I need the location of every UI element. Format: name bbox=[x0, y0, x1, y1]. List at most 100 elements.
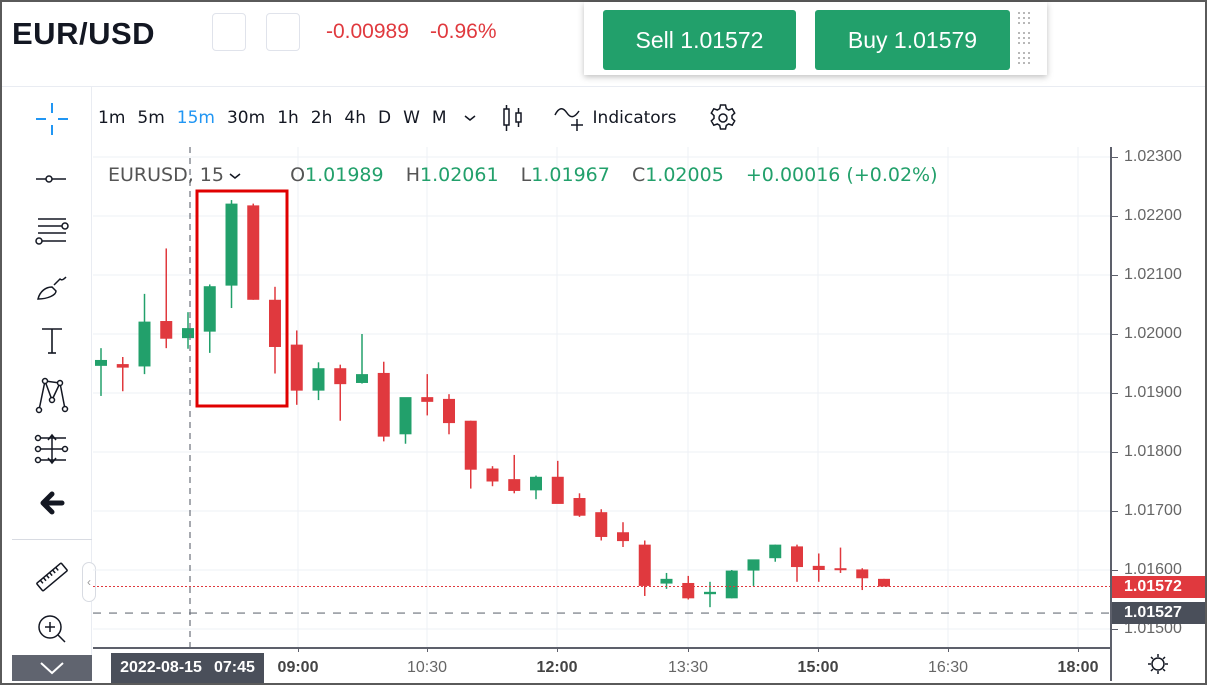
time-label: 12:00 bbox=[536, 659, 578, 676]
tab-timeframe-d[interactable]: D bbox=[377, 108, 392, 128]
last-price-tag: 1.01572 bbox=[1112, 575, 1205, 598]
candlestick-chart bbox=[93, 147, 1110, 647]
divider bbox=[2, 86, 1205, 87]
price-label: 1.02200 bbox=[1124, 207, 1182, 224]
pattern-tool-button[interactable] bbox=[12, 371, 92, 419]
change-abs: -0.00989 bbox=[326, 20, 409, 43]
toolbar-collapse-button[interactable] bbox=[12, 655, 92, 681]
sun-icon bbox=[1147, 654, 1168, 674]
fib-tool-button[interactable] bbox=[12, 207, 92, 255]
high-value: 1.02061 bbox=[420, 164, 499, 186]
chevron-down-icon bbox=[40, 662, 64, 675]
crosshair-date: 2022-08-15 bbox=[120, 659, 202, 676]
legend-symbol[interactable]: EURUSD, 15 bbox=[108, 164, 224, 186]
chart-type-button[interactable] bbox=[501, 103, 525, 133]
change-value: +0.00016 (+0.02%) bbox=[745, 164, 938, 186]
sell-button[interactable]: Sell 1.01572 bbox=[603, 10, 796, 70]
time-label: 18:00 bbox=[1057, 659, 1099, 676]
price-tick bbox=[1112, 216, 1118, 217]
tab-timeframe-2h[interactable]: 2h bbox=[310, 108, 333, 128]
pattern-icon bbox=[35, 377, 69, 414]
close-value: 1.02005 bbox=[645, 164, 724, 186]
time-tick bbox=[1078, 647, 1079, 652]
indicators-icon bbox=[553, 108, 583, 131]
chevron-left-icon: ‹ bbox=[87, 575, 91, 589]
timeframe-dropdown-button[interactable] bbox=[463, 113, 477, 123]
price-tick bbox=[1112, 157, 1118, 158]
symbol-title: EUR/USD bbox=[12, 16, 156, 51]
buy-button[interactable]: Buy 1.01579 bbox=[815, 10, 1010, 70]
chart-settings-corner-button[interactable] bbox=[1110, 647, 1203, 681]
time-label: 13:30 bbox=[667, 659, 709, 676]
candlestick-icon bbox=[502, 105, 522, 131]
tab-timeframe-w[interactable]: W bbox=[403, 108, 420, 128]
price-label: 1.01600 bbox=[1124, 561, 1182, 578]
tab-timeframe-5m[interactable]: 5m bbox=[137, 108, 165, 128]
price-tick bbox=[1112, 393, 1118, 394]
chevron-down-icon bbox=[464, 115, 476, 121]
header-button-2[interactable] bbox=[266, 13, 300, 51]
price-label: 1.01700 bbox=[1124, 502, 1182, 519]
chevron-down-icon[interactable] bbox=[228, 171, 242, 181]
crosshair-tool-button[interactable] bbox=[12, 95, 92, 143]
open-value: 1.01989 bbox=[305, 164, 384, 186]
gear-icon bbox=[709, 104, 736, 130]
back-button[interactable] bbox=[12, 479, 92, 527]
indicators-label: Indicators bbox=[592, 108, 677, 128]
brush-tool-button[interactable] bbox=[12, 263, 92, 311]
tab-timeframe-1m[interactable]: 1m bbox=[98, 108, 126, 128]
sidebar-toggle-handle[interactable]: ‹ bbox=[82, 562, 96, 602]
price-label: 1.02000 bbox=[1124, 325, 1182, 342]
price-tick bbox=[1112, 275, 1118, 276]
crosshair-price-tag: 1.01527 bbox=[1112, 602, 1205, 625]
chart-toolbar: 1m 5m 15m 30m 1h 2h 4h D W M Indicators bbox=[92, 90, 749, 146]
trend-line-tool-button[interactable] bbox=[12, 155, 92, 203]
zoom-in-button[interactable] bbox=[12, 605, 92, 653]
drawing-toolbar bbox=[12, 87, 92, 681]
tab-timeframe-4h[interactable]: 4h bbox=[344, 108, 366, 128]
open-label: O bbox=[290, 164, 306, 186]
tab-timeframe-1h[interactable]: 1h bbox=[277, 108, 299, 128]
drag-handle-icon[interactable] bbox=[1018, 12, 1034, 70]
time-label: 15:00 bbox=[797, 659, 839, 676]
tab-timeframe-30m[interactable]: 30m bbox=[226, 108, 266, 128]
back-arrow-icon bbox=[40, 491, 65, 515]
indicators-button[interactable]: Indicators bbox=[553, 103, 677, 133]
zoom-in-icon bbox=[38, 615, 66, 643]
price-label: 1.01500 bbox=[1124, 620, 1182, 637]
price-tick bbox=[1112, 570, 1118, 571]
time-label: 10:30 bbox=[406, 659, 448, 676]
change-pct: -0.96% bbox=[430, 20, 497, 43]
ruler-tool-button[interactable] bbox=[12, 553, 92, 601]
close-label: C bbox=[631, 164, 646, 186]
trade-panel: Sell 1.01572 Buy 1.01579 bbox=[584, 2, 1047, 75]
divider bbox=[12, 539, 92, 540]
price-label: 1.02300 bbox=[1124, 148, 1182, 165]
price-label: 1.01800 bbox=[1124, 443, 1182, 460]
time-tick bbox=[557, 647, 558, 652]
time-axis[interactable]: 2022-08-15 07:45 09:00 10:30 12:00 13:30 15:… bbox=[93, 647, 1110, 683]
tab-timeframe-15m[interactable]: 15m bbox=[176, 108, 215, 128]
chart-pane[interactable] bbox=[93, 147, 1110, 647]
price-label: 1.01900 bbox=[1124, 384, 1182, 401]
settings-button[interactable] bbox=[707, 102, 739, 134]
high-label: H bbox=[405, 164, 420, 186]
low-label: L bbox=[520, 164, 532, 186]
fib-retracement-icon bbox=[35, 218, 69, 245]
time-tick bbox=[298, 647, 299, 652]
crosshair-time-tag: 2022-08-15 07:45 bbox=[111, 653, 264, 683]
time-tick bbox=[948, 647, 949, 652]
low-value: 1.01967 bbox=[531, 164, 610, 186]
tab-timeframe-m[interactable]: M bbox=[431, 108, 447, 128]
time-tick bbox=[688, 647, 689, 652]
header-button-1[interactable] bbox=[212, 13, 246, 51]
price-tick bbox=[1112, 629, 1118, 630]
projection-tool-button[interactable] bbox=[12, 425, 92, 473]
price-axis[interactable]: 1.02300 1.02200 1.02100 1.02000 1.01900 1.018… bbox=[1110, 147, 1205, 647]
crosshair-icon bbox=[36, 103, 68, 135]
time-tick bbox=[818, 647, 819, 652]
time-label: 09:00 bbox=[277, 659, 319, 676]
time-tick bbox=[427, 647, 428, 652]
price-tick bbox=[1112, 452, 1118, 453]
text-tool-button[interactable] bbox=[12, 317, 92, 365]
